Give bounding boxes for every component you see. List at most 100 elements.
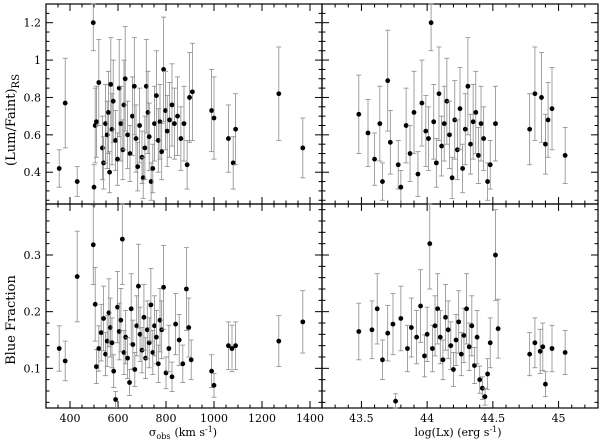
x-axis-title-left-sub: obs xyxy=(156,432,170,441)
data-point xyxy=(122,76,128,82)
data-point xyxy=(209,108,215,113)
data-point xyxy=(487,162,493,168)
y-tick-label: 1.2 xyxy=(24,17,42,30)
data-point xyxy=(178,136,184,141)
data-point xyxy=(175,113,180,119)
data-point xyxy=(98,330,104,336)
data-point xyxy=(419,100,425,106)
y-tick-label: 1 xyxy=(34,54,41,67)
y-tick-label: 0.4 xyxy=(24,166,42,179)
data-point xyxy=(155,361,161,367)
data-point xyxy=(136,283,141,289)
data-point xyxy=(487,340,493,346)
data-point xyxy=(478,121,484,127)
data-point xyxy=(154,93,159,98)
data-point xyxy=(103,121,108,127)
data-point xyxy=(230,160,236,166)
data-point xyxy=(418,303,423,309)
data-point xyxy=(211,382,217,388)
data-point xyxy=(462,126,468,132)
x-axis-title-left-close: ) xyxy=(213,426,217,439)
data-point xyxy=(115,156,120,162)
data-point xyxy=(532,91,538,97)
data-point xyxy=(276,91,282,97)
data-point xyxy=(387,139,393,145)
data-point xyxy=(474,334,480,340)
data-point xyxy=(118,317,124,323)
data-point xyxy=(128,306,134,312)
data-point xyxy=(133,136,139,141)
data-point xyxy=(209,368,215,374)
data-point xyxy=(176,337,182,343)
data-point xyxy=(130,342,136,347)
data-point xyxy=(380,179,385,184)
data-point xyxy=(163,108,168,113)
x-axis-title-right-close: ) xyxy=(497,426,501,439)
data-point xyxy=(414,334,420,340)
data-point xyxy=(276,338,282,344)
data-point xyxy=(385,330,391,336)
data-point xyxy=(385,78,391,84)
data-point xyxy=(444,98,450,104)
x-tick-label: 400 xyxy=(60,412,81,425)
data-point xyxy=(94,364,99,370)
x-axis-title-right-sup: -1 xyxy=(489,425,497,434)
data-point xyxy=(440,357,446,363)
x-axis-title-right: log(Lx) (erg s-1) xyxy=(414,425,501,439)
y-tick-label: 0.6 xyxy=(24,129,42,142)
y-axis-title-top: (Lum/Faint)RS xyxy=(4,74,22,166)
data-point xyxy=(187,95,192,100)
data-point xyxy=(436,91,442,97)
data-point xyxy=(127,380,132,385)
y-axis-title-top-main: (Lum/Faint) xyxy=(4,88,19,166)
data-point xyxy=(96,346,102,351)
data-point xyxy=(423,128,429,134)
data-point xyxy=(125,355,130,361)
data-point xyxy=(143,355,149,361)
x-tick-label: 44.5 xyxy=(481,412,506,425)
data-point xyxy=(411,110,417,115)
data-point xyxy=(457,106,463,112)
data-point xyxy=(101,316,106,321)
x-tick-label: 600 xyxy=(108,412,129,425)
data-point xyxy=(495,326,501,332)
data-point xyxy=(477,377,483,383)
panels-group: 0.4 0.6 0.8 1 1.2 400 600 800 1000 1200 1400 0.1 0.2… xyxy=(24,3,599,425)
data-point xyxy=(172,121,177,127)
data-point xyxy=(104,132,110,138)
data-point xyxy=(458,351,464,357)
panel-bottom-left: 400 600 800 1000 1200 1400 0.1 0.2 0.3 xyxy=(24,203,324,425)
data-point xyxy=(131,83,137,89)
data-point xyxy=(188,357,194,363)
data-point xyxy=(493,252,498,258)
data-point xyxy=(157,119,163,125)
data-point xyxy=(62,100,68,106)
data-point xyxy=(451,367,456,372)
data-point xyxy=(356,329,362,334)
data-point xyxy=(62,358,68,364)
data-point xyxy=(456,319,462,325)
data-point xyxy=(169,102,175,108)
data-point xyxy=(540,344,546,350)
data-point xyxy=(155,138,161,143)
panel-frame xyxy=(45,203,323,409)
data-point xyxy=(453,337,459,343)
data-point xyxy=(107,325,113,330)
data-point xyxy=(562,153,568,158)
data-point xyxy=(90,242,96,248)
data-point xyxy=(107,169,112,175)
data-point xyxy=(150,350,156,355)
data-point xyxy=(356,111,362,117)
data-point xyxy=(118,121,124,127)
data-point xyxy=(543,141,548,147)
data-point xyxy=(432,323,438,329)
data-point xyxy=(125,132,130,138)
panel-bottom-right: 43.5 44 44.5 45 xyxy=(321,203,599,425)
data-point xyxy=(437,334,443,340)
data-point xyxy=(472,363,477,368)
data-point xyxy=(481,136,487,141)
data-point xyxy=(300,145,306,151)
data-point xyxy=(173,321,179,327)
data-point xyxy=(233,126,239,132)
